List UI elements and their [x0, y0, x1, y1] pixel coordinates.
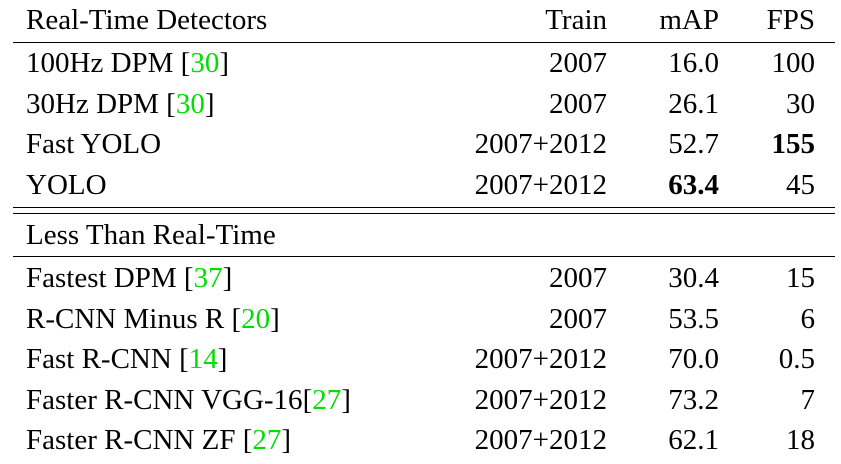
table-row: Fast YOLO 2007+2012 52.7 155: [13, 124, 835, 165]
train-value: 2007+2012: [474, 128, 607, 160]
citation-close-bracket: ]: [219, 47, 230, 79]
train-value: 2007: [549, 47, 607, 79]
train-value: 2007+2012: [474, 424, 607, 456]
citation-close-bracket: ]: [204, 87, 215, 120]
citation-close-bracket: ]: [270, 302, 280, 335]
method-label: 100Hz DPM: [26, 47, 181, 79]
slow-section: Fastest DPM [37] 2007 30.4 15 R-CNN Minus R …: [13, 258, 835, 461]
method-label: Fast R-CNN: [26, 343, 180, 375]
method-label: Faster R-CNN VGG-16: [26, 383, 303, 416]
section2-title: Less Than Real-Time: [26, 219, 276, 251]
rule-section-top: [13, 207, 835, 208]
method-label: Faster R-CNN ZF: [26, 424, 243, 456]
header-map: mAP: [659, 4, 719, 36]
fps-value: 7: [800, 383, 816, 416]
fps-value: 30: [786, 87, 815, 120]
method-label: R-CNN Minus R: [26, 302, 232, 335]
method-label: 30Hz DPM: [26, 87, 167, 120]
header-group: Real-Time Detectors: [26, 4, 268, 36]
method-label: Fast YOLO: [26, 128, 162, 160]
fps-value: 6: [800, 302, 816, 335]
citation-link[interactable]: 20: [241, 302, 271, 335]
fps-value: 45: [786, 168, 815, 201]
map-value: 53.5: [668, 302, 719, 335]
table-row: 30Hz DPM [30] 2007 26.1 30: [13, 84, 835, 125]
citation-link[interactable]: 30: [175, 87, 205, 120]
train-value: 2007+2012: [474, 168, 607, 201]
map-value: 30.4: [668, 262, 719, 294]
table-row: Fastest DPM [37] 2007 30.4 15: [13, 258, 835, 299]
rule-section2-header: [13, 256, 835, 257]
map-value: 52.7: [668, 128, 719, 160]
citation-open-bracket: [: [183, 262, 194, 294]
citation-open-bracket: [: [302, 383, 313, 416]
section2-header-row: Less Than Real-Time: [13, 215, 835, 256]
citation-open-bracket: [: [179, 343, 189, 375]
citation-link[interactable]: 37: [193, 262, 223, 294]
header-fps: FPS: [766, 4, 815, 36]
method-name: Faster R-CNN VGG-16[27]: [26, 380, 351, 421]
map-value: 26.1: [668, 87, 719, 120]
train-value: 2007: [549, 87, 607, 120]
train-value: 2007+2012: [474, 343, 607, 375]
table-header-row: Real-Time Detectors Train mAP FPS: [13, 0, 835, 41]
realtime-section: 100Hz DPM [30] 2007 16.0 100 30Hz DPM [30] 20…: [13, 43, 835, 205]
fps-value: 15: [786, 262, 815, 294]
table-row: 100Hz DPM [30] 2007 16.0 100: [13, 43, 835, 84]
citation-open-bracket: [: [231, 302, 242, 335]
rule-header: [13, 42, 835, 43]
map-value: 73.2: [668, 383, 719, 416]
citation-open-bracket: [: [180, 47, 191, 79]
method-label: Fastest DPM: [26, 262, 184, 294]
rule-section-bottom: [13, 213, 835, 214]
header-train: Train: [545, 4, 607, 36]
method-name: Fast R-CNN [14]: [26, 339, 227, 380]
citation-open-bracket: [: [166, 87, 176, 120]
fps-value: 155: [771, 128, 816, 160]
fps-value: 100: [771, 47, 816, 79]
citation-link[interactable]: 27: [312, 383, 342, 416]
map-value: 62.1: [668, 424, 719, 456]
method-name: Faster R-CNN ZF [27]: [26, 420, 291, 461]
map-value: 63.4: [668, 168, 719, 201]
citation-close-bracket: ]: [217, 343, 228, 375]
method-name: R-CNN Minus R [20]: [26, 299, 280, 340]
citation-open-bracket: [: [242, 424, 253, 456]
citation-close-bracket: ]: [222, 262, 233, 294]
method-name: 30Hz DPM [30]: [26, 84, 215, 125]
table-row: R-CNN Minus R [20] 2007 53.5 6: [13, 299, 835, 340]
method-name: Fastest DPM [37]: [26, 258, 232, 299]
method-name: YOLO: [26, 165, 107, 206]
table-row: Faster R-CNN VGG-16[27] 2007+2012 73.2 7: [13, 380, 835, 421]
map-value: 16.0: [668, 47, 719, 79]
citation-link[interactable]: 27: [252, 424, 282, 456]
citation-link[interactable]: 14: [188, 343, 218, 375]
citation-close-bracket: ]: [281, 424, 292, 456]
train-value: 2007: [549, 302, 607, 335]
map-value: 70.0: [668, 343, 719, 375]
table-row: Fast R-CNN [14] 2007+2012 70.0 0.5: [13, 339, 835, 380]
method-label: YOLO: [26, 168, 107, 201]
fps-value: 18: [786, 424, 815, 456]
citation-close-bracket: ]: [341, 383, 351, 416]
fps-value: 0.5: [778, 343, 815, 375]
table-row: Faster R-CNN ZF [27] 2007+2012 62.1 18: [13, 420, 835, 461]
citation-link[interactable]: 30: [190, 47, 220, 79]
method-name: Fast YOLO: [26, 124, 161, 165]
method-name: 100Hz DPM [30]: [26, 43, 229, 84]
train-value: 2007+2012: [474, 383, 607, 416]
table-row: YOLO 2007+2012 63.4 45: [13, 165, 835, 206]
train-value: 2007: [549, 262, 607, 294]
